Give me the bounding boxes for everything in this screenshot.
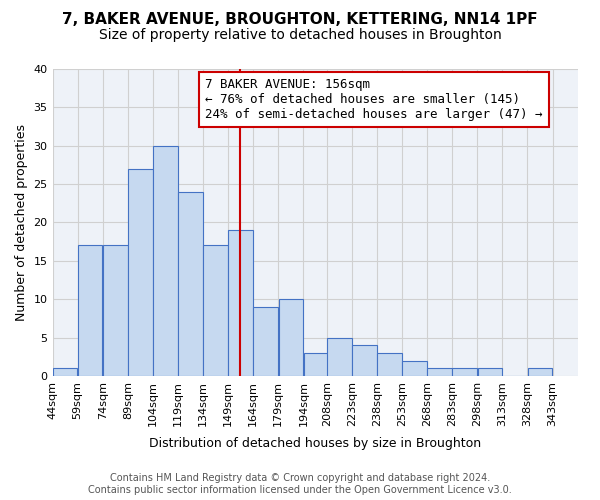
- Bar: [103, 246, 128, 376]
- Y-axis label: Number of detached properties: Number of detached properties: [15, 124, 28, 321]
- Bar: [452, 368, 477, 376]
- Bar: [203, 246, 228, 376]
- Bar: [377, 353, 402, 376]
- Bar: [153, 146, 178, 376]
- Text: 7, BAKER AVENUE, BROUGHTON, KETTERING, NN14 1PF: 7, BAKER AVENUE, BROUGHTON, KETTERING, N…: [62, 12, 538, 28]
- Bar: [278, 299, 303, 376]
- Bar: [178, 192, 203, 376]
- Text: Contains HM Land Registry data © Crown copyright and database right 2024.
Contai: Contains HM Land Registry data © Crown c…: [88, 474, 512, 495]
- Bar: [403, 360, 427, 376]
- Text: 7 BAKER AVENUE: 156sqm
← 76% of detached houses are smaller (145)
24% of semi-de: 7 BAKER AVENUE: 156sqm ← 76% of detached…: [205, 78, 542, 121]
- X-axis label: Distribution of detached houses by size in Broughton: Distribution of detached houses by size …: [149, 437, 481, 450]
- Bar: [352, 345, 377, 376]
- Bar: [427, 368, 452, 376]
- Bar: [253, 307, 278, 376]
- Bar: [304, 353, 328, 376]
- Bar: [327, 338, 352, 376]
- Bar: [229, 230, 253, 376]
- Bar: [53, 368, 77, 376]
- Text: Size of property relative to detached houses in Broughton: Size of property relative to detached ho…: [98, 28, 502, 42]
- Bar: [528, 368, 553, 376]
- Bar: [128, 168, 152, 376]
- Bar: [478, 368, 502, 376]
- Bar: [78, 246, 103, 376]
